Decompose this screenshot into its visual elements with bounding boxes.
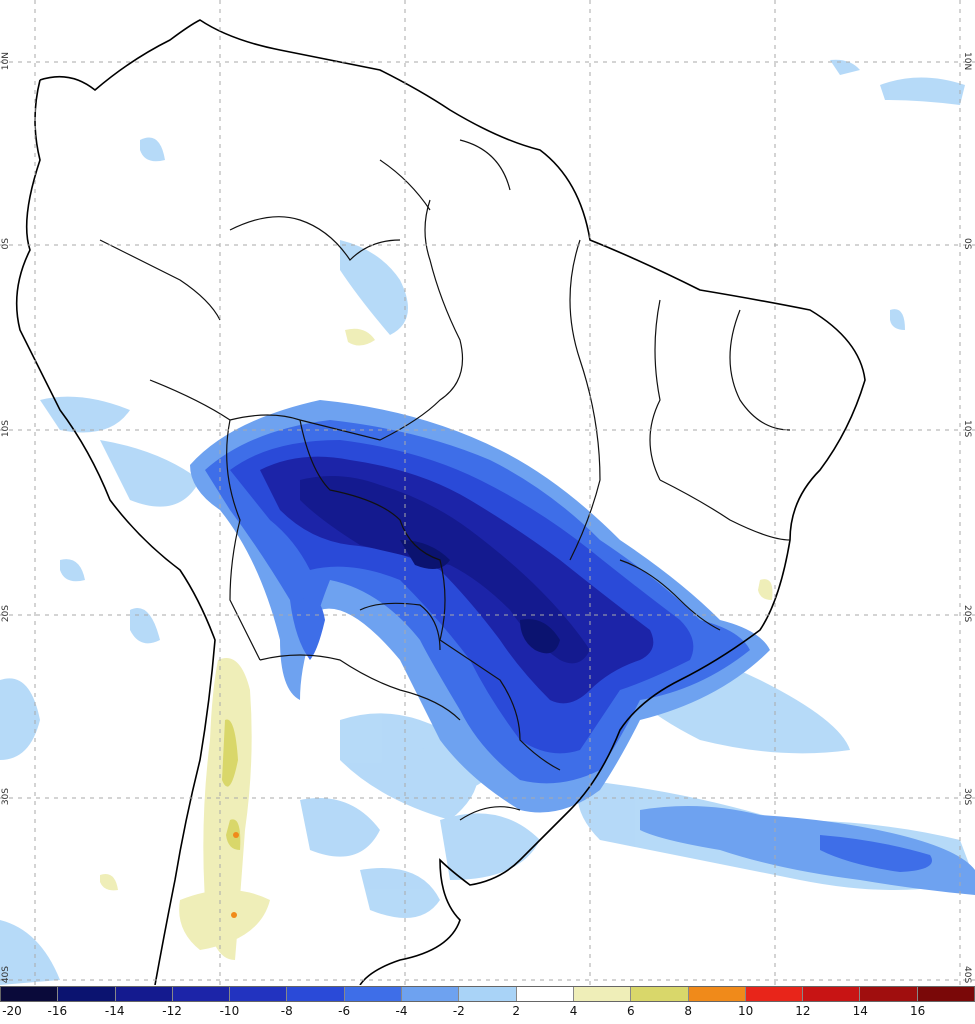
lat-label-right-30s: 30S — [962, 788, 972, 806]
color-legend-tick: 16 — [910, 1004, 926, 1018]
color-legend-swatch — [230, 987, 288, 1001]
color-legend-swatch — [287, 987, 345, 1001]
positive-anomaly-andes — [100, 328, 773, 960]
color-legend-swatch — [115, 987, 173, 1001]
lat-label-left-30s: 30S — [1, 788, 11, 806]
positive-anomaly-cores — [222, 719, 241, 850]
lat-label-left-20s: 20S — [1, 605, 11, 623]
color-legend-tick: 12 — [795, 1004, 811, 1018]
map-panel: 10N 0S 10S 20S 30S 40S 10N 0S 10S 20S 30… — [0, 0, 975, 985]
color-legend-swatch — [917, 987, 975, 1001]
color-legend-tick: -20 — [2, 1004, 22, 1018]
color-legend: -20 -16 -14 -12 -10 -8 -6 -4 -2 2 4 6 8 10 12 14 16 — [0, 985, 975, 1024]
color-legend-swatch — [1, 987, 59, 1001]
color-legend-swatch — [516, 987, 574, 1001]
color-legend-tick: -4 — [395, 1004, 408, 1018]
color-legend-tick: -12 — [162, 1004, 182, 1018]
color-legend-swatch — [58, 987, 116, 1001]
lat-label-right-0s: 0S — [962, 238, 972, 250]
color-legend-swatch — [745, 987, 804, 1001]
coastline — [15, 19, 866, 985]
negative-anomaly-band — [190, 400, 770, 813]
lat-label-left-40s: 40S — [1, 966, 11, 984]
color-legend-swatch — [573, 987, 632, 1001]
lat-label-left-10s: 10S — [1, 420, 11, 438]
color-legend-tick: -16 — [47, 1004, 68, 1018]
color-legend-swatch — [631, 987, 689, 1001]
color-legend-tick: 4 — [569, 1004, 578, 1018]
lat-label-left-10n: 10N — [1, 52, 11, 71]
lat-label-right-10s: 10S — [962, 420, 972, 438]
color-legend-swatch — [172, 987, 231, 1001]
color-legend-swatch — [344, 987, 403, 1001]
lat-label-left-0s: 0S — [1, 238, 11, 250]
color-legend-tick: -10 — [219, 1004, 240, 1018]
color-legend-tick: -2 — [452, 1004, 465, 1018]
color-legend-swatch — [860, 987, 918, 1001]
color-legend-tick: 8 — [684, 1004, 693, 1018]
color-legend-boxes — [0, 986, 975, 1002]
lat-label-right-20s: 20S — [962, 605, 972, 623]
color-legend-tick: 2 — [512, 1004, 520, 1018]
map-canvas — [0, 0, 975, 985]
color-legend-swatch — [803, 987, 861, 1001]
warm-spots — [231, 832, 239, 918]
color-legend-swatch — [459, 987, 517, 1001]
lat-lon-grid — [0, 0, 975, 985]
color-legend-tick: 6 — [627, 1004, 635, 1018]
color-legend-swatch — [688, 987, 746, 1001]
lat-label-right-40s: 40S — [962, 966, 972, 984]
country-borders — [99, 139, 791, 821]
color-legend-tick: -14 — [104, 1004, 125, 1018]
color-legend-tick: 10 — [737, 1004, 754, 1018]
color-legend-tick: -6 — [338, 1004, 351, 1018]
color-legend-swatch — [402, 987, 460, 1001]
color-legend-tick: -8 — [280, 1004, 293, 1018]
atlantic-anomaly-band — [640, 806, 975, 895]
color-legend-ticks: -20 -16 -14 -12 -10 -8 -6 -4 -2 2 4 6 8 10 12 14 16 — [0, 1004, 975, 1022]
color-legend-tick: 14 — [852, 1004, 868, 1018]
lat-label-right-10n: 10N — [962, 52, 972, 71]
